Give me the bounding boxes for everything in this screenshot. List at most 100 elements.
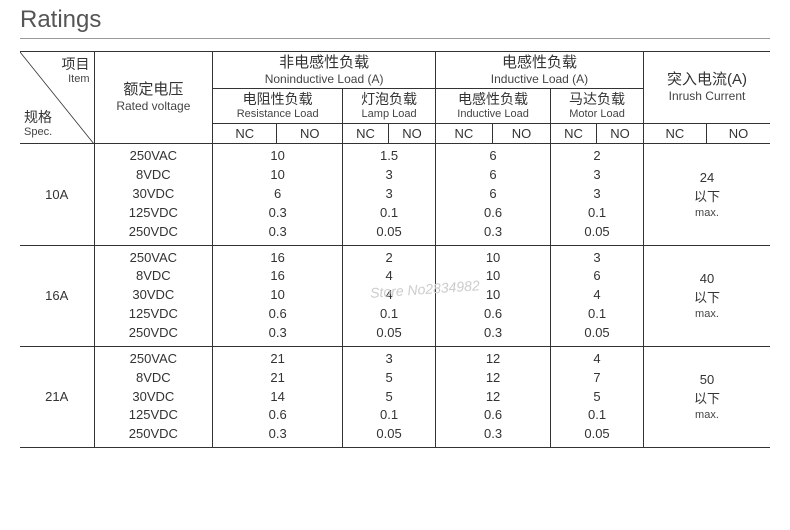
data-value: 0.05 — [557, 324, 637, 343]
data-value: 3 — [349, 350, 429, 369]
no-header: NO — [277, 124, 343, 144]
data-value: 10 — [442, 286, 544, 305]
data-value: 0.05 — [557, 223, 637, 242]
data-value: 4 — [557, 286, 637, 305]
data-value: 0.3 — [219, 204, 336, 223]
data-value: 16 — [219, 249, 336, 268]
page-title: Ratings — [20, 6, 770, 39]
lamp-cell: 3550.10.05 — [343, 346, 436, 447]
nc-header: NC — [213, 124, 277, 144]
data-value: 14 — [219, 388, 336, 407]
data-value: 0.1 — [349, 406, 429, 425]
data-value: 5 — [349, 388, 429, 407]
table-row: 21A250VAC8VDC30VDC125VDC250VDC2121140.60… — [20, 346, 770, 447]
noninductive-en: Noninductive Load (A) — [217, 72, 431, 86]
data-value: 4 — [349, 286, 429, 305]
inrush-cn: 以下 — [650, 188, 764, 207]
data-value: 5 — [349, 369, 429, 388]
voltage-value: 125VDC — [101, 406, 207, 425]
voltage-cell: 250VAC8VDC30VDC125VDC250VDC — [94, 245, 213, 346]
inrush-cell: 24以下max. — [643, 144, 770, 245]
motor-header: 马达负载 Motor Load — [551, 89, 644, 124]
corner-cell: 项目 Item 规格 Spec. — [20, 52, 94, 144]
voltage-value: 250VAC — [101, 249, 207, 268]
data-value: 3 — [557, 166, 637, 185]
data-value: 0.3 — [219, 324, 336, 343]
resistance-cn: 电阻性负载 — [217, 91, 338, 108]
voltage-value: 30VDC — [101, 286, 207, 305]
noninductive-header: 非电感性负载 Noninductive Load (A) — [213, 52, 436, 89]
data-value: 6 — [219, 185, 336, 204]
inductive-sub-header: 电感性负载 Inductive Load — [436, 89, 551, 124]
inrush-en: Inrush Current — [648, 89, 766, 103]
data-value: 3 — [349, 166, 429, 185]
data-value: 12 — [442, 388, 544, 407]
data-value: 10 — [442, 249, 544, 268]
data-value: 0.6 — [219, 406, 336, 425]
data-value: 0.3 — [442, 425, 544, 444]
voltage-value: 8VDC — [101, 267, 207, 286]
no-header: NO — [492, 124, 550, 144]
data-value: 0.6 — [442, 305, 544, 324]
data-value: 5 — [557, 388, 637, 407]
resistance-cell: 1616100.60.3 — [213, 245, 343, 346]
data-value: 0.05 — [349, 324, 429, 343]
data-value: 4 — [349, 267, 429, 286]
resistance-header: 电阻性负载 Resistance Load — [213, 89, 343, 124]
data-value: 3 — [349, 185, 429, 204]
data-value: 3 — [557, 185, 637, 204]
data-value: 16 — [219, 267, 336, 286]
spec-cell: 16A — [20, 245, 94, 346]
data-value: 0.1 — [349, 305, 429, 324]
data-value: 0.3 — [219, 223, 336, 242]
lamp-cell: 1.5330.10.05 — [343, 144, 436, 245]
rated-voltage-header: 额定电压 Rated voltage — [94, 52, 213, 144]
data-value: 0.3 — [219, 425, 336, 444]
data-value: 0.1 — [557, 305, 637, 324]
data-value: 1.5 — [349, 147, 429, 166]
motor-cell: 3640.10.05 — [551, 245, 644, 346]
inductive-sub-cn: 电感性负载 — [440, 91, 546, 108]
data-value: 0.6 — [442, 406, 544, 425]
data-value: 6 — [442, 147, 544, 166]
data-value: 2 — [349, 249, 429, 268]
rated-voltage-cn: 额定电压 — [99, 81, 209, 99]
no-header: NO — [706, 124, 770, 144]
voltage-cell: 250VAC8VDC30VDC125VDC250VDC — [94, 144, 213, 245]
lamp-en: Lamp Load — [347, 108, 431, 121]
data-value: 0.05 — [557, 425, 637, 444]
data-value: 0.3 — [442, 223, 544, 242]
inductive-en: Inductive Load (A) — [440, 72, 639, 86]
data-value: 0.1 — [557, 204, 637, 223]
inrush-number: 24 — [650, 169, 764, 188]
data-value: 6 — [442, 185, 544, 204]
resistance-en: Resistance Load — [217, 108, 338, 121]
spec-cell: 21A — [20, 346, 94, 447]
data-value: 0.6 — [442, 204, 544, 223]
noninductive-cn: 非电感性负载 — [217, 54, 431, 72]
motor-cell: 2330.10.05 — [551, 144, 644, 245]
voltage-value: 250VAC — [101, 350, 207, 369]
no-header: NO — [388, 124, 435, 144]
data-value: 10 — [219, 286, 336, 305]
data-value: 2 — [557, 147, 637, 166]
motor-cn: 马达负载 — [555, 91, 639, 108]
table-row: 16A250VAC8VDC30VDC125VDC250VDC1616100.60… — [20, 245, 770, 346]
inrush-number: 40 — [650, 270, 764, 289]
data-value: 10 — [219, 147, 336, 166]
spec-cell: 10A — [20, 144, 94, 245]
nc-header: NC — [643, 124, 706, 144]
nc-header: NC — [551, 124, 597, 144]
inrush-cn: 以下 — [650, 289, 764, 308]
inductive-cell: 6660.60.3 — [436, 144, 551, 245]
data-value: 21 — [219, 350, 336, 369]
inrush-number: 50 — [650, 371, 764, 390]
lamp-cn: 灯泡负载 — [347, 91, 431, 108]
voltage-value: 250VDC — [101, 223, 207, 242]
inrush-cn: 以下 — [650, 390, 764, 409]
data-value: 6 — [557, 267, 637, 286]
motor-cell: 4750.10.05 — [551, 346, 644, 447]
voltage-value: 250VAC — [101, 147, 207, 166]
item-label-cn: 项目 — [62, 56, 90, 73]
inrush-cell: 50以下max. — [643, 346, 770, 447]
